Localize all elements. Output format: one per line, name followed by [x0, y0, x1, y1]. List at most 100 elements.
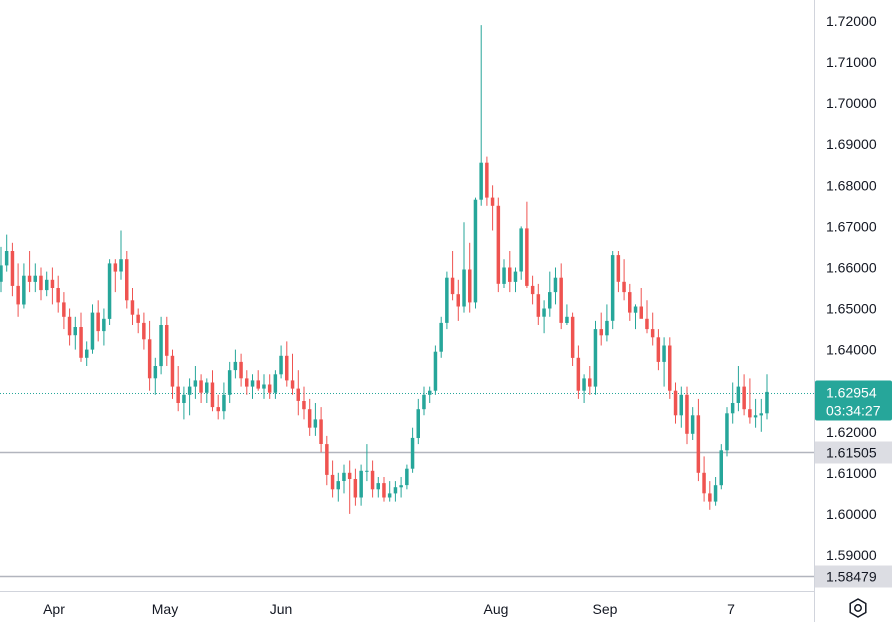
candle [645, 300, 649, 334]
candle-body [702, 472, 706, 494]
candle [159, 316, 163, 375]
candle [216, 394, 220, 420]
candle-body [473, 199, 478, 303]
candle [296, 370, 300, 416]
candle [347, 460, 352, 514]
candle-body [393, 487, 398, 494]
candle [387, 481, 392, 502]
level-tags: 1.61505 1.58479 [815, 441, 892, 588]
bar-countdown-label: 03:34:27 [826, 403, 881, 419]
candle-body [119, 259, 123, 272]
candle-body [696, 415, 701, 473]
candle-body [250, 380, 255, 387]
candle [325, 435, 329, 486]
candle [73, 316, 77, 350]
candle-body [416, 409, 420, 438]
candle-body [690, 415, 695, 434]
candle-body [399, 485, 403, 488]
candle [542, 300, 546, 334]
time-axis[interactable]: Apr May Jun Aug Sep 7 [43, 601, 735, 617]
candle-body [313, 419, 318, 428]
candle [525, 201, 529, 288]
candle [125, 251, 129, 309]
candle-body [479, 162, 483, 200]
candle-body [662, 345, 666, 362]
candle-body [588, 378, 592, 387]
candle-body [450, 277, 455, 295]
candle [319, 407, 323, 453]
candle [136, 308, 140, 334]
candle-body [187, 386, 192, 395]
candle [67, 308, 72, 346]
candle [39, 267, 43, 301]
candle-body [622, 281, 626, 293]
candle-body [422, 394, 426, 410]
candle-body [27, 275, 32, 282]
candle [0, 246, 3, 293]
candle [496, 197, 501, 293]
candle [290, 353, 295, 395]
candle-body [616, 255, 621, 282]
candle [233, 349, 238, 379]
candle [405, 464, 409, 490]
candle [508, 251, 512, 293]
candle [79, 312, 83, 362]
candle [113, 259, 118, 293]
candle [330, 460, 335, 498]
settings-button[interactable] [849, 598, 867, 618]
candle-body [39, 275, 43, 291]
candle [193, 366, 198, 399]
candle [765, 374, 769, 420]
candle [690, 407, 695, 440]
candle [748, 378, 752, 424]
candle [662, 337, 666, 387]
candle-body [462, 269, 466, 307]
candle [382, 477, 386, 502]
candle-body [365, 470, 369, 472]
candle-body [239, 361, 243, 379]
candle [570, 312, 575, 366]
candle [187, 378, 192, 416]
candle [365, 444, 369, 482]
candle [256, 370, 260, 391]
candle-body [736, 386, 741, 403]
y-tick-label: 1.62000 [826, 424, 877, 440]
candle [576, 345, 581, 399]
candles [0, 25, 769, 514]
candle [210, 370, 215, 412]
candle [267, 374, 272, 399]
candle-body [456, 294, 460, 307]
candle [153, 357, 158, 395]
candle [250, 374, 255, 399]
candle-body [79, 327, 83, 358]
candle [439, 316, 443, 358]
candle-body [142, 322, 146, 340]
candle [119, 230, 123, 280]
candle [708, 481, 712, 510]
candle-body [553, 277, 558, 293]
candle [147, 320, 152, 391]
candle-body [753, 415, 758, 418]
candle-body [107, 263, 112, 319]
candle-body [307, 409, 312, 428]
candle-body [382, 483, 386, 498]
candle-body [296, 388, 300, 401]
candle-body [33, 275, 37, 282]
price-axis[interactable]: 1.72000 1.71000 1.70000 1.69000 1.68000 1.670… [826, 13, 877, 563]
y-tick-label: 1.71000 [826, 54, 877, 70]
candle [673, 382, 678, 424]
y-tick-label: 1.59000 [826, 547, 877, 563]
candle-body [748, 409, 752, 418]
candle [27, 251, 32, 293]
x-tick-label: Jun [270, 601, 293, 617]
candle [245, 370, 249, 395]
candle-body [73, 327, 77, 336]
candle [313, 403, 318, 436]
candle [376, 477, 380, 498]
candle-body [4, 251, 9, 266]
candle-body [433, 351, 438, 391]
candle [199, 374, 203, 403]
candle-body [45, 279, 49, 291]
candle-body [376, 483, 380, 490]
candle [165, 316, 169, 366]
